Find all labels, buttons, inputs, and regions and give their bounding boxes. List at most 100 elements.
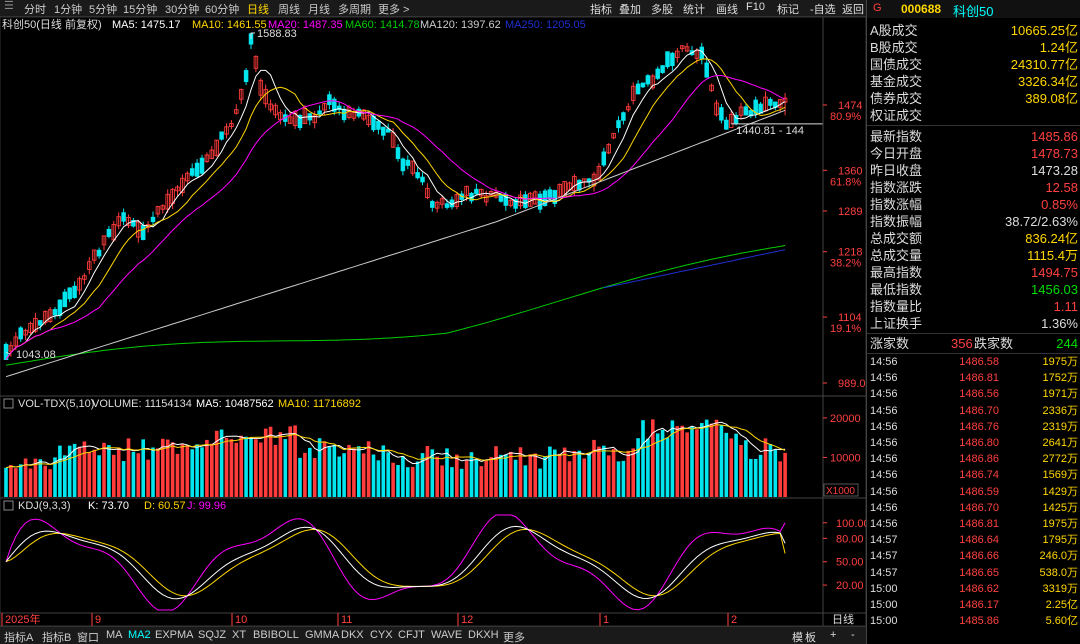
- tick-row: 14:56 1486.59 1429万: [867, 484, 1080, 500]
- candle: [650, 75, 656, 89]
- kdj-legend-item: J: 99.96: [187, 500, 226, 512]
- index-stat-row: 今日开盘 1478.73: [867, 145, 1080, 162]
- tool-4[interactable]: 画线: [716, 4, 738, 16]
- period-2[interactable]: 5分钟: [89, 4, 118, 16]
- tool-2[interactable]: 多股: [651, 4, 673, 16]
- tool-8[interactable]: 返回: [842, 4, 864, 16]
- period-5[interactable]: 60分钟: [205, 4, 240, 16]
- tool-7[interactable]: -自选: [810, 4, 836, 16]
- period-1[interactable]: 1分钟: [54, 4, 83, 16]
- market-value: 24310.77亿: [1010, 57, 1078, 72]
- panel-divider: [867, 333, 1080, 334]
- volume-bar: [572, 451, 577, 497]
- market-value: 10665.25亿: [1010, 23, 1078, 38]
- period-3[interactable]: 15分钟: [123, 4, 158, 16]
- tick-price: 1486.70: [959, 501, 999, 514]
- candle: [454, 194, 460, 207]
- volume-bar: [72, 443, 77, 497]
- tick-time: 14:56: [870, 501, 898, 514]
- price-panel: 1588.83 1043.08 1440.81 - 144: [3, 28, 823, 378]
- market-value: 389.08亿: [1025, 91, 1078, 106]
- tool-6[interactable]: 标记: [777, 4, 799, 16]
- indicator-tab-7[interactable]: XT: [232, 629, 247, 641]
- volume-bar: [508, 451, 513, 497]
- ma60-line: [5, 245, 786, 366]
- indicator-tab-0[interactable]: 指标A: [4, 632, 34, 644]
- tool-3[interactable]: 统计: [683, 4, 705, 16]
- indicator-tab-8[interactable]: BBIBOLL: [253, 629, 299, 641]
- kdj-tick-label: 100.00: [836, 518, 866, 530]
- candle: [630, 85, 636, 101]
- vol-settings-icon[interactable]: [3, 398, 14, 409]
- volume-bar: [513, 459, 518, 497]
- indicator-tab-3[interactable]: MA: [106, 629, 123, 641]
- tick-price: 1486.81: [959, 518, 999, 530]
- volume-bar: [435, 456, 439, 497]
- candle: [62, 291, 68, 308]
- volume-bar: [474, 459, 479, 497]
- indicator-tab-2[interactable]: 窗口: [77, 632, 99, 644]
- volume-bar: [592, 439, 596, 497]
- bottom-right-3[interactable]: -: [851, 629, 855, 641]
- candle: [297, 114, 303, 128]
- tick-volume: 2641万: [1042, 437, 1078, 449]
- indicator-tab-5[interactable]: EXPMA: [155, 629, 194, 641]
- indicator-tab-12[interactable]: CFJT: [398, 629, 425, 641]
- candle: [136, 221, 141, 238]
- candle: [23, 329, 28, 336]
- period-4[interactable]: 30分钟: [165, 4, 200, 16]
- candle: [679, 45, 685, 50]
- volume-bar: [749, 458, 753, 497]
- bottom-right-1[interactable]: 板: [805, 632, 816, 644]
- bottom-right-0[interactable]: 模: [792, 632, 803, 644]
- bottom-right-2[interactable]: +: [830, 629, 837, 641]
- volume-bar: [18, 464, 23, 497]
- candle: [577, 179, 582, 191]
- indicator-tab-6[interactable]: SQJZ: [198, 629, 227, 641]
- indicator-tab-10[interactable]: DKX: [341, 629, 364, 641]
- indicator-tab-9[interactable]: GMMA: [305, 629, 340, 641]
- volume-bar: [626, 450, 631, 497]
- period-menu-icon[interactable]: ☰: [4, 0, 14, 12]
- period-7[interactable]: 周线: [278, 4, 300, 16]
- indicator-tab-4[interactable]: MA2: [128, 629, 151, 641]
- volume-bar: [704, 419, 709, 497]
- indicator-tab-1[interactable]: 指标B: [42, 632, 72, 644]
- candle: [287, 116, 293, 124]
- volume-bar: [739, 444, 743, 497]
- tool-1[interactable]: 叠加: [619, 4, 641, 16]
- period-indicator[interactable]: 日线: [832, 612, 854, 626]
- candle: [606, 144, 611, 154]
- indicator-tab-13[interactable]: WAVE: [431, 629, 463, 641]
- tool-0[interactable]: 指标: [590, 4, 612, 16]
- candle: [33, 318, 38, 332]
- candle: [405, 159, 411, 166]
- candle: [768, 98, 773, 106]
- period-0[interactable]: 分时: [24, 4, 46, 16]
- candle: [28, 322, 33, 333]
- tick-volume: 5.60亿: [1045, 615, 1078, 628]
- period-9[interactable]: 多周期: [338, 4, 371, 16]
- volume-bar: [107, 445, 111, 497]
- tick-volume: 246.0万: [1039, 550, 1078, 563]
- candle: [204, 154, 210, 162]
- volume-bar: [112, 454, 116, 497]
- period-6[interactable]: 日线: [247, 4, 269, 16]
- candle: [547, 189, 553, 200]
- market-turnover-row: A股成交 10665.25亿: [867, 22, 1080, 39]
- indicator-tab-15[interactable]: 更多: [503, 632, 525, 644]
- candle: [234, 109, 239, 114]
- tick-price: 1486.80: [959, 437, 999, 449]
- indicator-tab-14[interactable]: DKXH: [468, 629, 499, 641]
- tool-5[interactable]: F10: [746, 1, 765, 13]
- candle: [67, 287, 72, 300]
- indicator-tab-11[interactable]: CYX: [370, 629, 393, 641]
- volume-bar: [709, 423, 714, 497]
- kdj-settings-icon[interactable]: [3, 500, 14, 511]
- volume-bar: [205, 439, 209, 497]
- volume-bar: [28, 468, 33, 497]
- candle: [621, 112, 626, 121]
- period-10[interactable]: 更多 >: [378, 4, 410, 16]
- period-8[interactable]: 月线: [308, 4, 330, 16]
